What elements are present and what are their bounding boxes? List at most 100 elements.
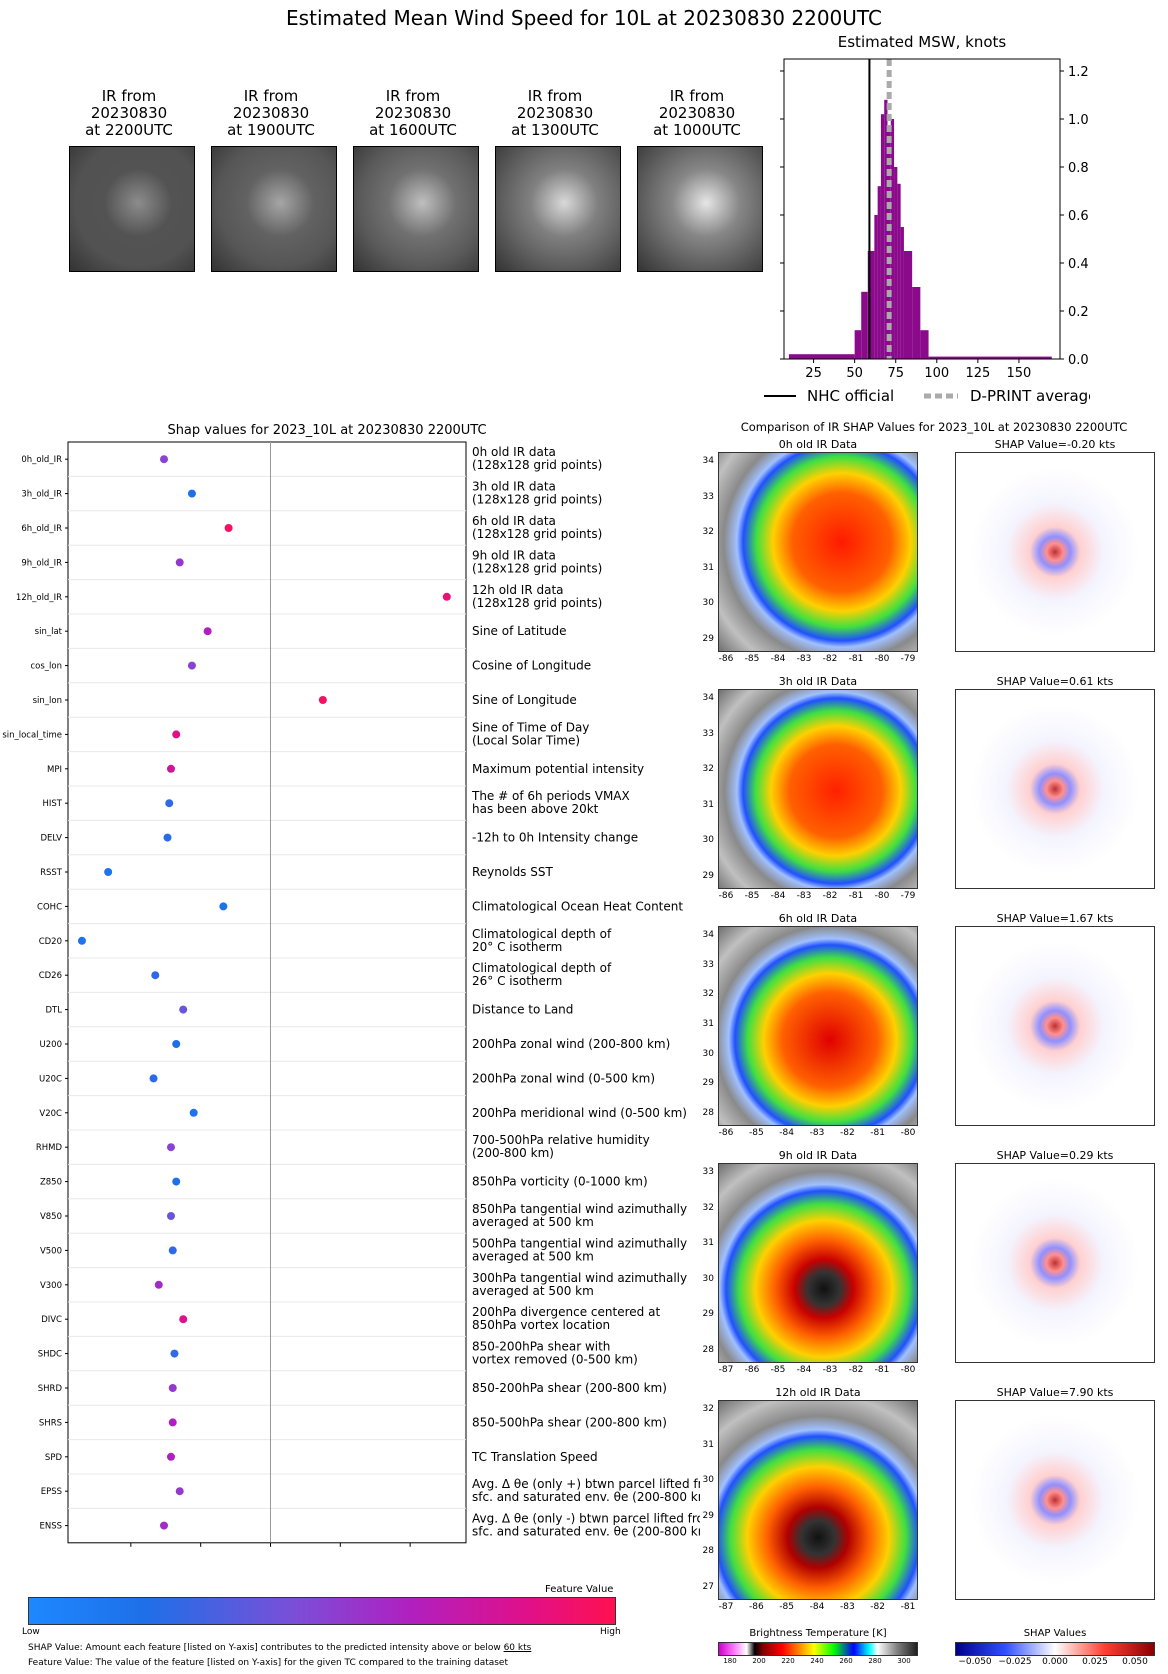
histogram-ytick: 1.0 — [1068, 113, 1089, 128]
feature-name-label: U20C — [39, 1074, 62, 1084]
ir-caption-line2: 20230830 — [374, 104, 452, 122]
shap-point — [168, 1384, 177, 1392]
ir-ytick: 28 — [702, 1345, 714, 1355]
ir-ytick: 31 — [702, 1439, 714, 1450]
feature-description: Maximum potential intensity — [472, 762, 644, 776]
ir-ytick: 30 — [702, 1475, 714, 1486]
shap-point — [166, 764, 175, 773]
bt-tick: 240 — [810, 1657, 824, 1665]
bt-tick: 220 — [781, 1657, 795, 1665]
shap-point — [172, 1040, 181, 1048]
ir-caption-line3: at 1000UTC — [653, 121, 741, 139]
bt-tick: 200 — [752, 1657, 766, 1665]
feature-description: averaged at 500 km — [472, 1284, 594, 1298]
ir-xtick: -81 — [848, 891, 864, 901]
feature-description: Avg. Δ θe (only +) btwn parcel lifted fr… — [472, 1477, 700, 1491]
shap-point — [219, 902, 228, 911]
feature-description: TC Translation Speed — [471, 1450, 598, 1464]
shap-tick: 0.050 — [1122, 1657, 1148, 1667]
ir-xtick: -86 — [718, 891, 734, 901]
ir-xtick: -85 — [770, 1365, 786, 1375]
page-title: Estimated Mean Wind Speed for 10L at 202… — [286, 6, 882, 30]
shap-values-colorbar — [955, 1642, 1155, 1656]
shap-heatmap-image — [955, 1163, 1155, 1363]
shap-point — [149, 1074, 158, 1083]
bt-colorbar-title: Brightness Temperature [K] — [749, 1628, 887, 1639]
feature-name-label: sin_lat — [35, 627, 63, 637]
bt-tick: 260 — [839, 1657, 853, 1665]
shap-chart-title: Shap values for 2023_10L at 20230830 220… — [167, 423, 486, 438]
feature-description: (128x128 grid points) — [472, 458, 602, 472]
feature-name-label: sin_local_time — [2, 730, 62, 740]
histogram-bar — [867, 251, 875, 359]
feature-description: Sine of Latitude — [472, 624, 567, 638]
shap-point — [318, 696, 327, 704]
histogram-bar — [788, 354, 855, 359]
ir-ytick: 32 — [702, 1202, 714, 1213]
shap-panel-title: SHAP Value=0.29 kts — [996, 1149, 1114, 1162]
legend-nhc-official: NHC official — [807, 387, 894, 405]
feature-description: -12h to 0h Intensity change — [472, 831, 638, 845]
ir-xtick: -87 — [718, 1365, 734, 1375]
histogram-bar — [877, 186, 881, 359]
feature-description: (200-800 km) — [472, 1146, 554, 1160]
ir-thumbnail-image — [637, 146, 763, 272]
ir-xtick: -83 — [822, 1365, 838, 1375]
feature-name-label: cos_lon — [30, 662, 62, 672]
ir-caption-line2: 20230830 — [516, 104, 594, 122]
histogram-ytick: 0.8 — [1068, 161, 1089, 176]
feature-name-label: Z850 — [40, 1178, 62, 1188]
ir-ytick: 32 — [702, 764, 714, 775]
shap-point — [166, 1143, 175, 1152]
ir-caption-line3: at 1900UTC — [227, 121, 315, 139]
feature-description: 26° C isotherm — [472, 974, 562, 988]
ir-ytick: 30 — [702, 598, 714, 609]
shap-panel-title: SHAP Value=1.67 kts — [996, 912, 1114, 925]
ir-ytick: 31 — [702, 1019, 714, 1029]
feature-description: 9h old IR data — [472, 548, 556, 562]
ir-xtick: -80 — [874, 654, 890, 664]
ir-xtick: -83 — [796, 654, 812, 664]
ir-xtick: -82 — [822, 654, 838, 664]
shap-heatmap-image — [955, 926, 1155, 1126]
feature-name-label: 0h_old_IR — [21, 455, 62, 465]
ir-xtick: -80 — [900, 1128, 916, 1138]
ir-panel-title: 3h old IR Data — [778, 675, 858, 688]
histogram-xtick: 25 — [805, 366, 822, 381]
shap-point — [151, 971, 160, 980]
ir-ytick: 29 — [702, 1078, 714, 1089]
feature-name-label: U200 — [40, 1040, 62, 1050]
feature-name-label: V20C — [39, 1109, 62, 1119]
feature-description: 3h old IR data — [472, 480, 556, 494]
ir-heatmap-image — [718, 926, 918, 1126]
ir-caption-line3: at 1600UTC — [369, 121, 457, 139]
ir-xtick: -83 — [796, 891, 812, 901]
ir-ytick: 29 — [702, 1510, 714, 1521]
histogram-xtick: 150 — [1007, 366, 1032, 381]
ir-caption-line2: 20230830 — [232, 104, 310, 122]
feature-name-label: MPI — [47, 765, 62, 775]
shap-point — [163, 833, 172, 842]
shap-point — [187, 489, 196, 498]
feature-description: vortex removed (0-500 km) — [472, 1353, 638, 1367]
ir-ytick: 29 — [702, 871, 714, 881]
ir-thumbnail-image — [69, 146, 195, 272]
feature-name-label: RSST — [40, 868, 63, 878]
histogram-xtick: 125 — [965, 366, 990, 381]
ir-ytick: 29 — [702, 1309, 714, 1320]
shap-panel-title: SHAP Value=7.90 kts — [996, 1386, 1114, 1399]
ir-xtick: -80 — [900, 1365, 916, 1375]
feature-value-note: Feature Value: The value of the feature … — [28, 1658, 509, 1668]
ir-caption-line1: IR from — [101, 87, 157, 105]
histogram-bar — [897, 183, 901, 359]
feature-description: 850-200hPa shear with — [472, 1340, 610, 1354]
feature-description: sfc. and saturated env. θe (200-800 km) — [472, 1490, 700, 1504]
histogram-bar — [894, 167, 898, 359]
feature-name-label: sin_lon — [33, 696, 62, 706]
ir-xtick: -81 — [848, 654, 864, 664]
ir-ytick: 30 — [702, 835, 714, 846]
histogram-bar — [912, 287, 921, 359]
shap-point — [154, 1280, 163, 1289]
histogram-bar — [890, 119, 895, 359]
histogram-ytick: 0.0 — [1068, 353, 1089, 368]
